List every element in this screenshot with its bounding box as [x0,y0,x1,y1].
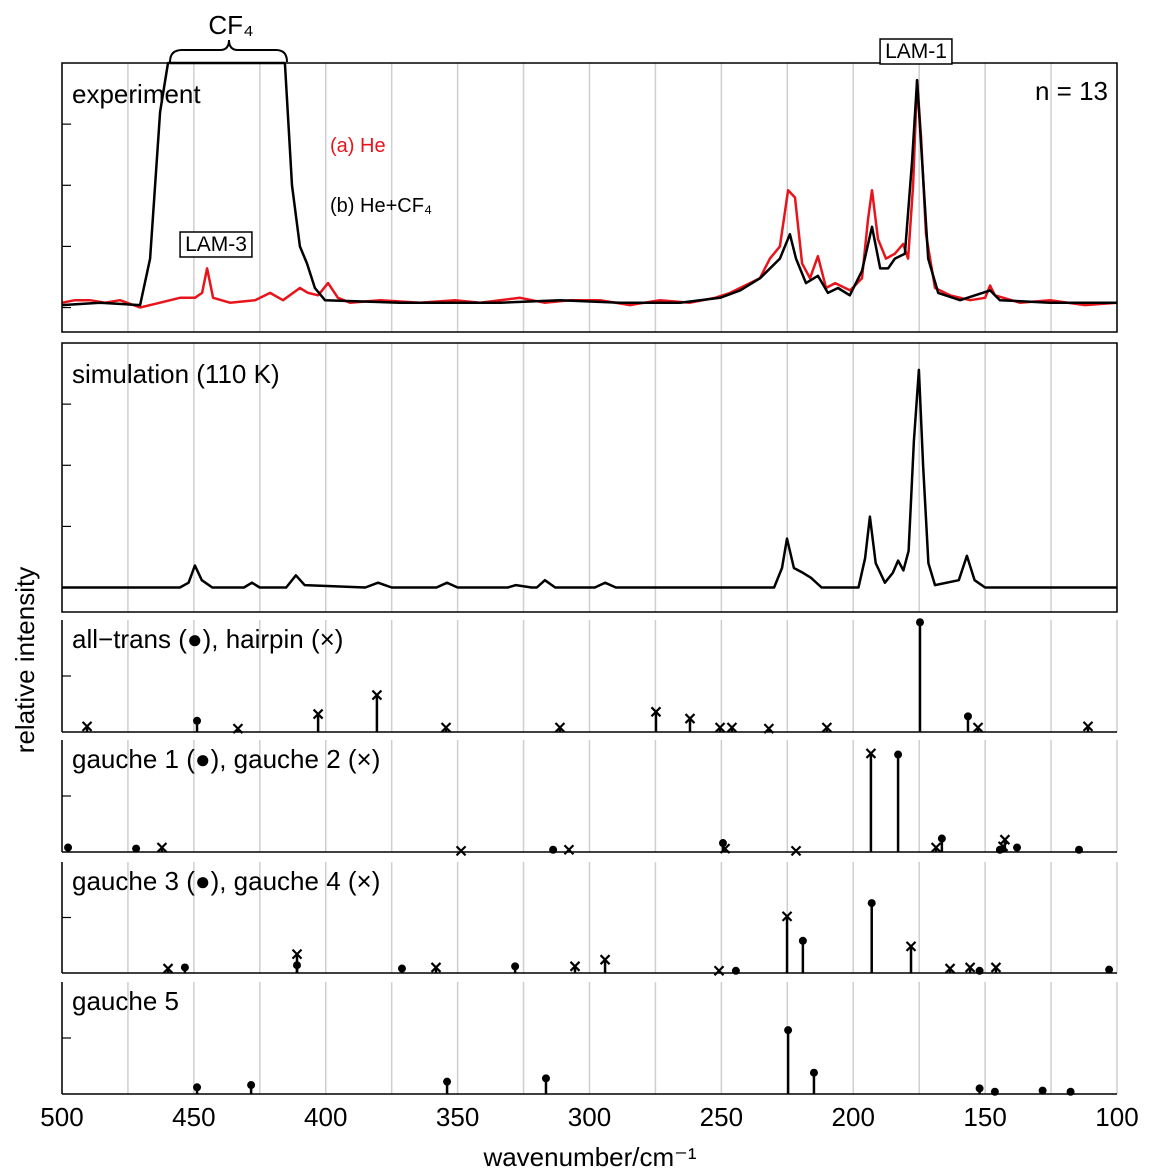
cross-marker [291,948,303,960]
annotation: LAM-1 [885,40,947,63]
dot-marker [894,750,903,759]
cross-marker [790,845,802,857]
panel-frame [61,62,1118,333]
cross-marker [781,911,793,922]
dot-marker [1105,965,1114,974]
cross-marker [964,962,976,973]
dot-marker [247,1081,256,1090]
cross-marker [865,748,877,759]
x-axis-label: wavenumber/cm⁻¹ [482,1142,696,1172]
x-tick-label: 300 [568,1102,611,1132]
dot-marker [963,712,972,721]
dot-marker [784,1026,793,1035]
cross-marker [569,961,581,972]
cross-marker [162,963,174,974]
panel-title: gauche 5 [72,986,179,1016]
x-tick-label: 400 [304,1102,347,1132]
dot-marker [915,618,924,627]
x-tick-label: 450 [172,1102,215,1132]
dot-marker [397,964,406,973]
panel-title: gauche 1 (●), gauche 2 (×) [72,744,380,774]
cross-marker [599,954,611,965]
cross-marker [554,722,566,733]
panel-title: experiment [72,79,201,109]
cross-marker [944,963,956,974]
x-tick-label: 500 [40,1102,83,1132]
cross-marker [650,706,662,718]
cross-marker [999,834,1011,845]
y-axis-label: relative intensity [10,567,40,753]
dot-marker [867,899,876,908]
cross-marker [156,842,168,853]
panel-title: gauche 3 (●), gauche 4 (×) [72,866,380,896]
cross-marker [684,713,696,724]
cross-marker [440,722,452,733]
dot-marker [443,1077,452,1086]
dot-marker [132,844,141,853]
annotation: LAM-3 [185,233,247,256]
legend-entry: (b) He+CF₄ [330,195,432,217]
cross-marker [714,722,726,733]
dot-marker [1013,843,1022,852]
x-tick-label: 100 [1095,1102,1138,1132]
dot-marker [180,963,189,972]
annotation-box [879,38,953,65]
dot-marker [193,1083,202,1092]
dot-marker [937,834,946,843]
dot-marker [798,936,807,945]
panel-frame [61,342,1118,613]
cross-marker [972,722,984,733]
annotation: n = 13 [1035,76,1108,106]
dot-marker [975,1084,984,1093]
dot-marker [511,962,520,971]
cf4-bracket [169,39,288,63]
dot-marker [541,1074,550,1083]
cross-marker [563,844,575,856]
cross-marker [821,722,833,733]
x-tick-label: 350 [436,1102,479,1132]
dot-marker [193,716,202,725]
annotation: CF₄ [208,10,253,40]
cross-marker [905,941,917,952]
x-tick-label: 250 [700,1102,743,1132]
cross-marker [713,965,725,977]
panel-title: simulation (110 K) [72,359,280,389]
dot-marker [809,1068,818,1077]
x-tick-label: 200 [832,1102,875,1132]
dot-marker [64,843,73,852]
cross-marker [312,708,324,720]
cross-marker [81,721,93,732]
dot-marker [1038,1086,1047,1095]
cross-marker [371,689,383,701]
x-tick-label: 150 [963,1102,1006,1132]
annotation-box [179,231,253,258]
cross-marker [930,842,942,853]
legend-entry: (a) He [330,135,386,157]
cross-marker [990,962,1002,973]
panel-title: all−trans (●), hairpin (×) [72,624,343,654]
spectrum-line [61,61,1117,307]
spectrum-line [62,368,1117,589]
cross-marker [430,962,442,973]
cross-marker [455,845,467,857]
cross-marker [1082,721,1094,732]
cross-marker [726,722,738,733]
